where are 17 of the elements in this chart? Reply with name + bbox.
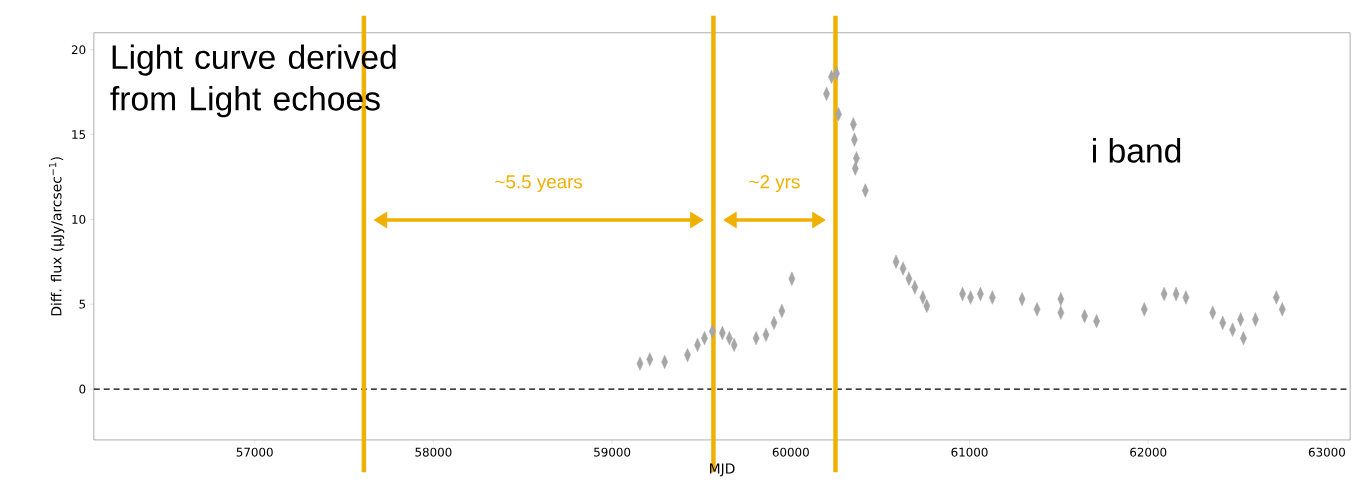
x-tick-label: 63000 bbox=[1308, 447, 1346, 457]
annotation: ~5.5 years bbox=[495, 175, 583, 192]
y-axis-title: Diff. flux (μJy/arcsec$^{−1}$) bbox=[49, 156, 65, 316]
x-tick-label: 58000 bbox=[415, 447, 452, 457]
x-tick-label: 62000 bbox=[1130, 447, 1167, 457]
y-tick-label: 15 bbox=[72, 129, 86, 139]
y-tick-label: 0 bbox=[79, 384, 86, 394]
annotation: i band bbox=[1093, 137, 1181, 163]
y-tick-label: 20 bbox=[71, 45, 86, 54]
x-axis-title: MJD bbox=[710, 463, 735, 477]
x-tick-label: 61000 bbox=[951, 447, 988, 457]
annotation: ~2 yrs bbox=[749, 174, 800, 192]
x-tick-label: 59000 bbox=[594, 447, 631, 457]
y-tick-label: 5 bbox=[79, 299, 86, 309]
x-tick-label: 60000 bbox=[772, 447, 809, 457]
y-tick-label: 10 bbox=[72, 214, 86, 224]
x-tick-label: 57000 bbox=[236, 447, 273, 457]
